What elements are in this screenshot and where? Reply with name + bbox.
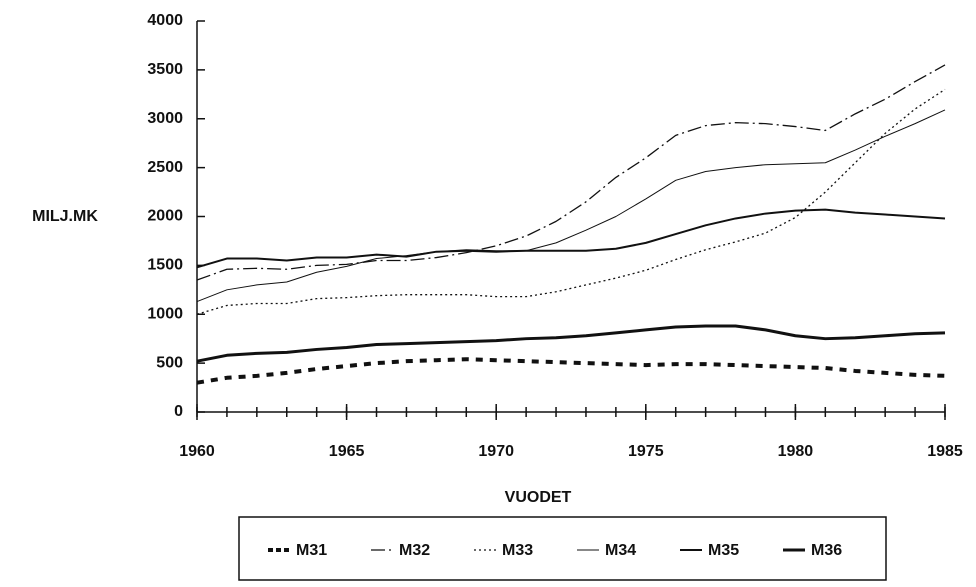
series-line: [196, 64, 946, 281]
y-tick-label: 3500: [147, 61, 183, 78]
legend-label: M35: [708, 542, 739, 559]
legend-label: M31: [296, 542, 327, 559]
legend-label: M34: [605, 542, 636, 559]
y-tick-label: 2000: [147, 208, 183, 225]
series-line: [196, 109, 946, 303]
x-axis-label: VUODET: [505, 489, 572, 506]
x-tick-label: 1980: [778, 443, 814, 460]
x-tick-label: 1965: [329, 443, 365, 460]
legend-label: M36: [811, 542, 842, 559]
legend-label: M32: [399, 542, 430, 559]
legend-box: [238, 516, 887, 581]
x-tick-label: 1975: [628, 443, 664, 460]
x-tick-label: 1960: [179, 443, 215, 460]
series-line: [196, 208, 946, 269]
y-tick-label: 1000: [147, 305, 183, 322]
series-line: [196, 324, 946, 363]
x-tick-label: 1985: [927, 443, 963, 460]
y-tick-label: 3000: [147, 110, 183, 127]
x-tick-label: 1970: [478, 443, 514, 460]
y-tick-label: 500: [156, 354, 183, 371]
y-tick-label: 1500: [147, 257, 183, 274]
series-line: [196, 357, 946, 385]
y-tick-label: 4000: [147, 12, 183, 29]
y-axis-label: MILJ.MK: [32, 208, 98, 225]
y-tick-label: 0: [174, 403, 183, 420]
series-line: [196, 88, 946, 315]
legend-label: M33: [502, 542, 533, 559]
y-tick-label: 2500: [147, 159, 183, 176]
